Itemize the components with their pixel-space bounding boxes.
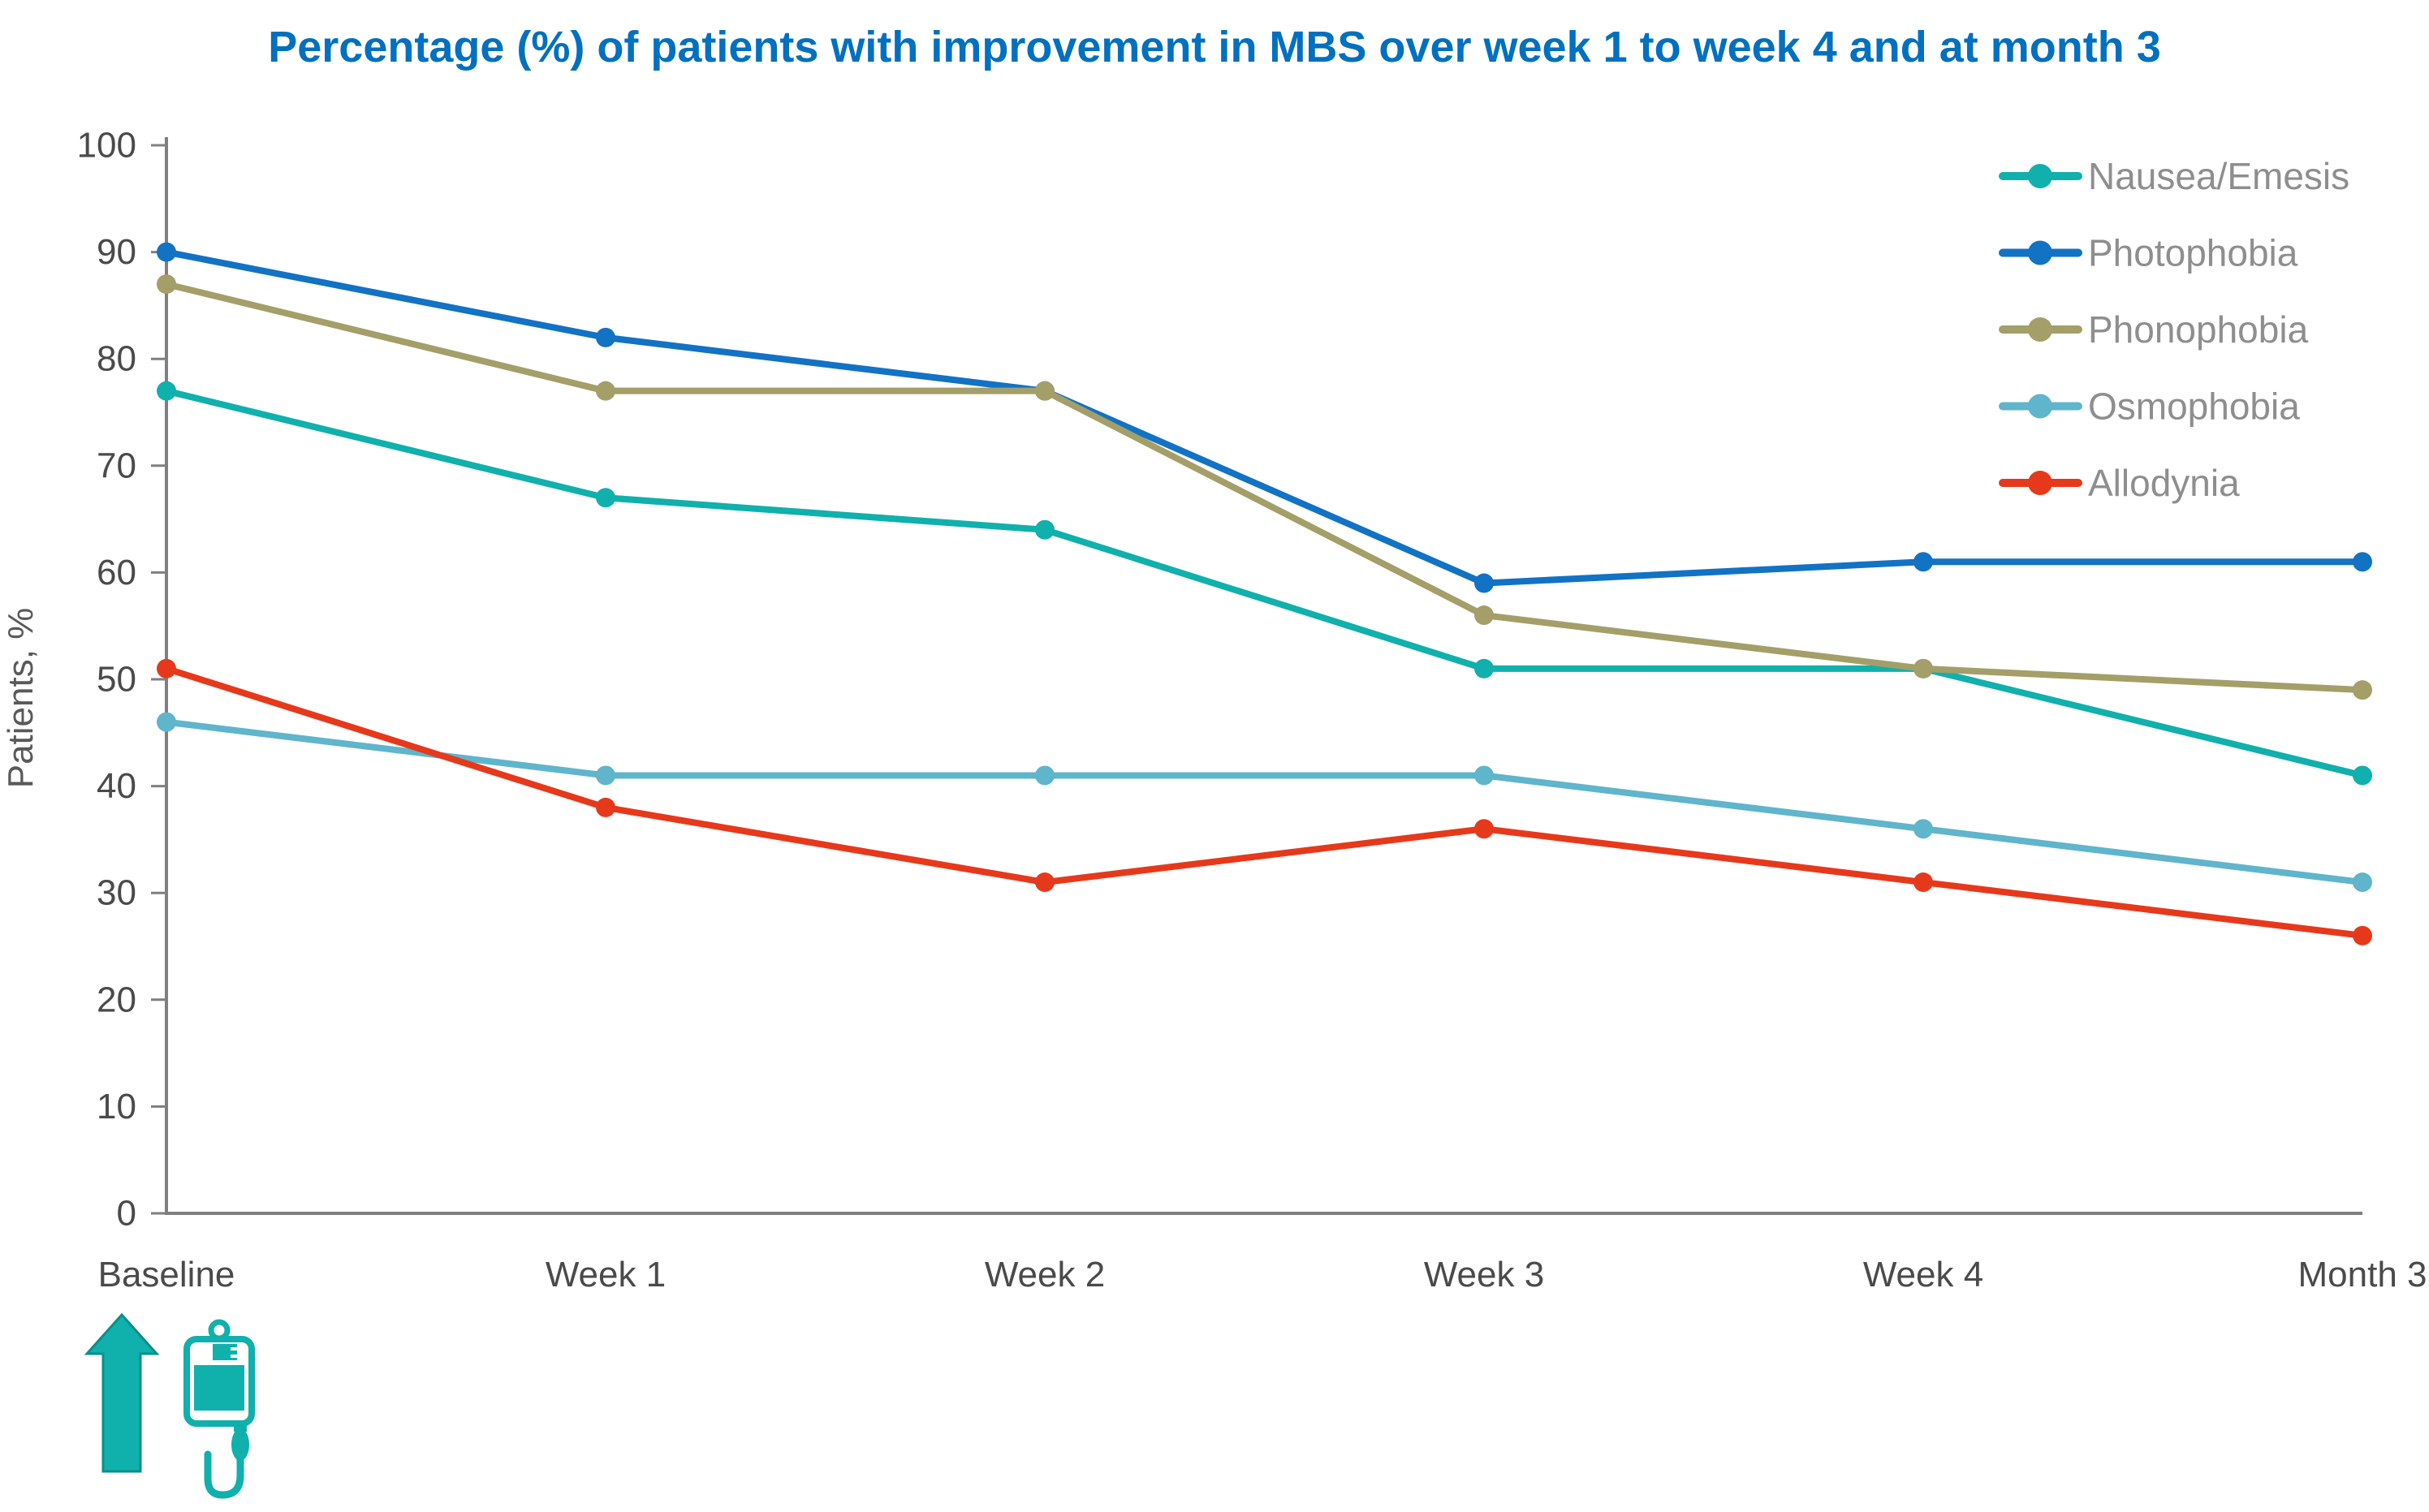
- y-tick-label: 50: [97, 660, 136, 700]
- y-axis-title: Patients, %: [1, 608, 41, 789]
- legend-swatch-marker: [2028, 471, 2052, 495]
- x-category-label: Month 3: [2298, 1255, 2427, 1294]
- data-point-marker: [1913, 552, 1933, 572]
- series-line-photophobia: [163, 248, 2366, 587]
- data-point-marker: [596, 488, 615, 508]
- data-point-marker: [1035, 381, 1055, 401]
- data-point-marker: [157, 274, 176, 295]
- data-point-marker: [157, 242, 176, 262]
- data-point-marker: [157, 381, 176, 401]
- legend-swatch-marker: [2028, 240, 2052, 265]
- data-point-marker: [157, 658, 176, 678]
- legend-label: Allodynia: [2088, 462, 2240, 504]
- data-point-marker: [1035, 519, 1055, 540]
- data-point-marker: [2353, 680, 2372, 700]
- data-point-marker: [1474, 573, 1494, 593]
- plot-area: 0 10 20 30 40 50 60 70 80 90 100 Baseline Week 1 Week…: [77, 126, 2427, 1295]
- data-point-marker: [596, 797, 615, 817]
- y-tick-label: 40: [97, 766, 136, 806]
- series-line-osmophobia: [163, 718, 2366, 886]
- y-tick-label: 30: [97, 873, 136, 913]
- data-point-marker: [596, 765, 615, 786]
- legend-swatch-marker: [2028, 394, 2052, 419]
- data-point-marker: [1035, 872, 1055, 893]
- data-point-marker: [2353, 872, 2372, 893]
- up-arrow-icon: [84, 1312, 160, 1473]
- x-category-label: Week 1: [546, 1255, 666, 1294]
- data-point-marker: [1474, 819, 1494, 839]
- data-point-marker: [2353, 552, 2372, 572]
- legend-label: Phonophobia: [2088, 308, 2309, 351]
- data-point-marker: [1913, 658, 1933, 678]
- y-tick-label: 10: [97, 1087, 136, 1126]
- data-point-marker: [596, 381, 615, 401]
- chart-title: Percentage (%) of patients with improvem…: [268, 23, 2161, 71]
- x-category-label: Week 3: [1424, 1255, 1544, 1294]
- legend-label: Photophobia: [2088, 232, 2298, 274]
- data-point-marker: [157, 712, 176, 732]
- x-category-label: Baseline: [98, 1255, 235, 1294]
- data-point-marker: [1913, 819, 1933, 839]
- y-tick-label: 20: [97, 980, 136, 1019]
- y-tick-label: 70: [97, 446, 136, 485]
- y-tick-label: 80: [97, 339, 136, 379]
- data-point-marker: [1035, 765, 1055, 786]
- data-point-marker: [1474, 658, 1494, 678]
- legend-label: Osmophobia: [2088, 386, 2300, 428]
- y-tick-label: 0: [117, 1194, 136, 1234]
- y-tick-label: 90: [97, 232, 136, 272]
- y-tick-label: 60: [97, 553, 136, 592]
- legend-swatch-marker: [2028, 164, 2052, 188]
- y-tick-label: 100: [77, 126, 136, 166]
- legend-label: Nausea/Emesis: [2088, 155, 2349, 197]
- data-point-marker: [1474, 605, 1494, 626]
- series-line-nausea-emesis: [163, 387, 2366, 779]
- x-category-label: Week 4: [1863, 1255, 1983, 1294]
- data-point-marker: [2353, 925, 2372, 946]
- data-point-marker: [596, 327, 615, 347]
- data-point-marker: [1474, 765, 1494, 786]
- data-point-marker: [1913, 872, 1933, 893]
- series-line-allodynia: [163, 665, 2366, 939]
- legend-swatch-marker: [2028, 317, 2052, 342]
- series-line-phonophobia: [163, 281, 2366, 694]
- iv-bag-icon: [183, 1319, 255, 1499]
- data-point-marker: [2353, 765, 2372, 786]
- x-category-label: Week 2: [985, 1255, 1105, 1294]
